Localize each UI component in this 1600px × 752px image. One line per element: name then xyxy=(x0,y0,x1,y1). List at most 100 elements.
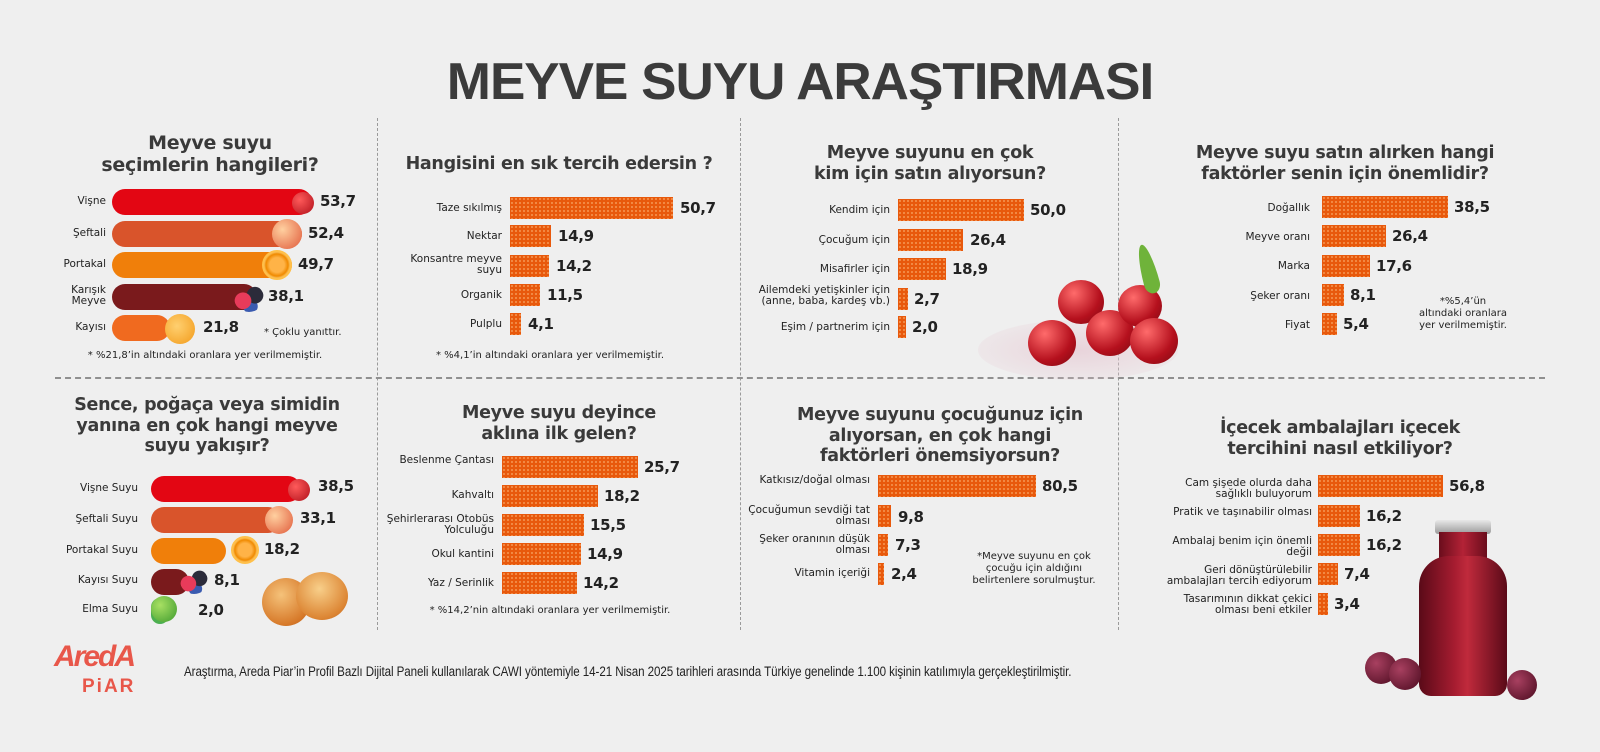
bar-label: Yaz / Serinlik xyxy=(427,577,494,589)
bar xyxy=(510,225,551,247)
panel-title: Meyve suyunu en çok kim için satın alıyo… xyxy=(814,143,1046,184)
bar xyxy=(1318,505,1360,527)
bar xyxy=(510,313,521,335)
bar-value: 2,0 xyxy=(912,318,938,336)
bar xyxy=(502,543,581,565)
cherry-icon xyxy=(288,479,310,501)
bar-value: 8,1 xyxy=(214,571,240,589)
bar-value: 52,4 xyxy=(308,224,344,242)
bar-value: 14,9 xyxy=(587,545,623,563)
bar-karisik xyxy=(112,284,257,310)
bar-value: 5,4 xyxy=(1343,315,1369,333)
bar-label: Konsantre meyve suyu xyxy=(410,253,502,277)
bar-value: 7,3 xyxy=(895,536,921,554)
panel-title: Meyve suyu deyince aklına ilk gelen? xyxy=(462,403,656,444)
page-title: MEYVE SUYU ARAŞTIRMASI xyxy=(446,53,1154,111)
bar-label: Cam şişede olurda daha sağlıklı buluyoru… xyxy=(1185,477,1312,501)
bar-value: 50,0 xyxy=(1030,201,1066,219)
bar-label: Taze sıkılmış xyxy=(436,202,502,214)
bar-label: Vişne Suyu xyxy=(80,482,138,494)
orange-icon xyxy=(262,250,292,280)
bar-label: Pratik ve taşınabilir olması xyxy=(1173,506,1312,518)
bar-visne-suyu xyxy=(151,476,301,502)
bar-label: Okul kantini xyxy=(431,548,494,560)
bar-value: 26,4 xyxy=(1392,227,1428,245)
bar-value: 17,6 xyxy=(1376,257,1412,275)
bar-value: 25,7 xyxy=(644,458,680,476)
bar xyxy=(1322,225,1386,247)
bar-value: 33,1 xyxy=(300,509,336,527)
bar-value: 14,2 xyxy=(583,574,619,592)
bar xyxy=(502,514,584,536)
areda-logo: AredA xyxy=(54,640,136,673)
bar-label: Vitamin içeriği xyxy=(794,567,870,579)
bar-portakal-suyu xyxy=(151,538,226,564)
bar-label: Elma Suyu xyxy=(82,603,138,615)
bar xyxy=(1318,534,1360,556)
bar xyxy=(510,284,540,306)
bar-label: Karışık Meyve xyxy=(71,284,106,308)
bar xyxy=(898,258,946,280)
bar xyxy=(898,199,1024,221)
bar-label: Geri dönüştürülebilir ambalajları tercih… xyxy=(1166,564,1312,588)
footnote: *Meyve suyunu en çok çocuğu için aldığın… xyxy=(972,551,1096,586)
divider-vertical-2 xyxy=(740,118,741,630)
bar-label: Çocuğumun sevdiği tat olması xyxy=(748,504,870,528)
bar xyxy=(898,316,906,338)
bar xyxy=(502,572,577,594)
bar xyxy=(1318,593,1328,615)
orange-icon xyxy=(231,536,259,564)
bar-value: 18,2 xyxy=(604,487,640,505)
panel-title: İçecek ambalajları içecek tercihini nası… xyxy=(1219,418,1461,459)
peach-icon xyxy=(272,219,302,249)
bar-value: 7,4 xyxy=(1344,565,1370,583)
footnote: * %4,1’in altındaki oranlara yer verilme… xyxy=(435,350,665,361)
berries-icon xyxy=(180,568,208,594)
bar-label: Portakal Suyu xyxy=(65,544,138,556)
bar-label: Ailemdeki yetişkinler için (anne, baba, … xyxy=(758,284,890,308)
bar-value: 38,5 xyxy=(318,477,354,495)
panel-title: Sence, poğaça veya simidin yanına en çok… xyxy=(74,395,340,457)
bar xyxy=(1322,255,1370,277)
bar xyxy=(1322,313,1337,335)
bar-value: 26,4 xyxy=(970,231,1006,249)
bar-value: 80,5 xyxy=(1042,477,1078,495)
bar-value: 14,2 xyxy=(556,257,592,275)
bar-value: 21,8 xyxy=(203,318,239,336)
cherries-splash-illustration xyxy=(968,230,1188,390)
bar-label: Şeftali Suyu xyxy=(75,513,138,525)
bar-visne xyxy=(112,189,312,215)
bar-label: Şeker oranı xyxy=(1250,290,1310,302)
bar-value: 2,7 xyxy=(914,290,940,308)
bar-label: Vişne xyxy=(77,195,106,207)
bar-label: Kayısı xyxy=(75,321,106,333)
bar-value: 9,8 xyxy=(898,508,924,526)
bar-value: 16,2 xyxy=(1366,507,1402,525)
bar-label: Şehirlerarası Otobüs Yolculuğu xyxy=(386,513,494,537)
juice-bottle-illustration xyxy=(1365,520,1545,700)
bar-label: Doğallık xyxy=(1267,202,1310,214)
bar xyxy=(878,505,891,527)
bar-label: Marka xyxy=(1277,260,1310,272)
footnote: * %21,8’in altındaki oranlara yer verilm… xyxy=(87,350,323,361)
bar-value: 49,7 xyxy=(298,255,334,273)
bar-value: 14,9 xyxy=(558,227,594,245)
bar-value: 11,5 xyxy=(547,286,583,304)
bar-label: Kahvaltı xyxy=(451,489,494,501)
peach-icon xyxy=(265,506,293,534)
bar-label: Meyve oranı xyxy=(1245,231,1311,243)
bar-label: Kendim için xyxy=(829,204,890,216)
bar xyxy=(510,255,549,277)
bar-label: Organik xyxy=(460,289,502,301)
bar xyxy=(898,288,908,310)
berries-icon xyxy=(234,284,264,312)
bar xyxy=(1322,196,1448,218)
bar-label: Eşim / partnerim için xyxy=(780,321,890,333)
bar-label: Misafirler için xyxy=(819,263,890,275)
bar-label: Beslenme Çantası xyxy=(399,454,494,466)
bar-seftali-suyu xyxy=(151,507,281,533)
bar xyxy=(502,485,598,507)
bar xyxy=(898,229,963,251)
panel-title: Meyve suyunu çocuğunuz için alıyorsan, e… xyxy=(797,405,1083,467)
bar-label: Pulplu xyxy=(470,318,502,330)
